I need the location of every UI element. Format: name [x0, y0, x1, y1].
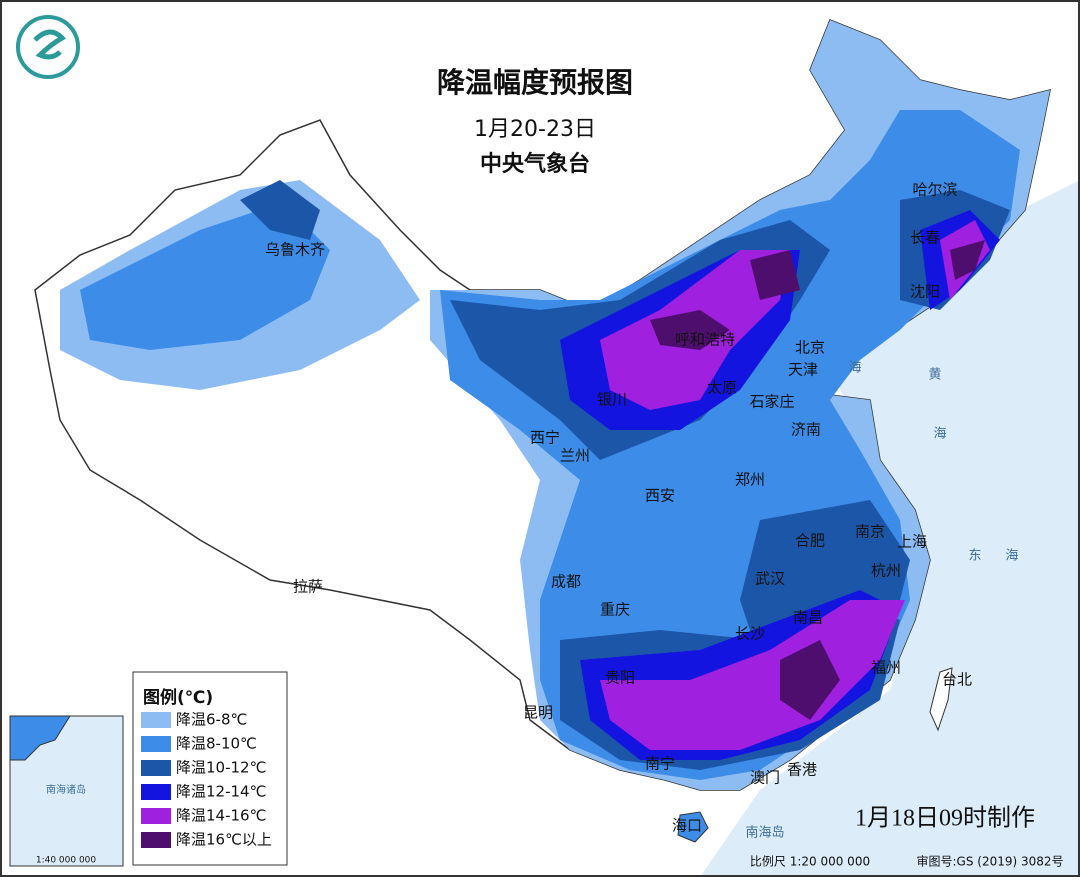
city-label: 成都 [551, 573, 581, 591]
sea-label: 海 [1005, 549, 1018, 564]
city-label: 昆明 [523, 704, 553, 722]
sea-label: 南海岛 [745, 825, 784, 841]
inset-scale: 1:40 000 000 [36, 856, 97, 866]
cooling-area [650, 310, 730, 350]
legend-label: 降温14-16℃ [176, 807, 266, 825]
cooling-area [950, 240, 985, 280]
city-label: 济南 [791, 421, 821, 439]
city-label: 乌鲁木齐 [265, 241, 325, 259]
city-label: 天津 [788, 361, 818, 379]
legend-swatch [141, 760, 171, 776]
legend-swatch [141, 736, 171, 752]
cooling-area [780, 640, 840, 720]
city-label: 南宁 [645, 755, 675, 773]
legend-label: 降温10-12℃ [176, 759, 266, 777]
city-label: 贵阳 [605, 669, 635, 687]
legend-label: 降温8-10℃ [176, 735, 257, 753]
city-label: 兰州 [560, 447, 590, 465]
scale-note: 比例尺 1:20 000 000 [750, 855, 870, 869]
sea-labels: 海 黄 海 东 海 南海岛 [745, 361, 1018, 841]
city-labels: 乌鲁木齐 哈尔滨 长春 沈阳 呼和浩特 北京 天津 太原 石家庄 银川 济南 西… [265, 181, 972, 835]
city-label: 哈尔滨 [912, 181, 957, 199]
sea-label: 海 [848, 361, 861, 376]
legend-label: 降温12-14℃ [176, 783, 266, 801]
city-label: 石家庄 [749, 393, 794, 411]
city-label: 台北 [942, 671, 972, 689]
cooling-area [750, 250, 800, 300]
legend-swatch [141, 712, 171, 728]
sea-label: 海 [933, 427, 946, 442]
city-label: 长沙 [735, 625, 765, 643]
date-range: 1月20-23日 [474, 117, 596, 142]
city-label: 西宁 [530, 429, 560, 447]
city-label: 银川 [597, 391, 627, 409]
city-label: 福州 [871, 659, 901, 677]
inset-label: 南海诸岛 [46, 783, 86, 796]
legend-swatch [141, 808, 171, 824]
cooling-area [240, 180, 320, 240]
legend: 图例(℃) 降温6-8℃ 降温8-10℃ 降温10-12℃ 降温12-14℃ 降温14-… [132, 671, 288, 866]
city-label: 南昌 [793, 609, 823, 627]
title: 降温幅度预报图 [437, 66, 633, 99]
approval-note: 审图号:GS (2019) 3082号 [916, 854, 1063, 869]
sea-label: 黄 [928, 368, 941, 383]
legend-title: 图例(℃) [143, 687, 213, 708]
city-label: 南京 [855, 523, 885, 541]
city-label: 西安 [645, 487, 675, 505]
city-label: 北京 [795, 339, 825, 357]
sea-area [700, 180, 1080, 877]
city-label: 重庆 [600, 601, 630, 619]
city-label: 澳门 [750, 769, 780, 787]
city-label: 香港 [787, 761, 817, 779]
issuer: 中央气象台 [480, 151, 590, 177]
city-label: 合肥 [795, 532, 825, 550]
city-label: 杭州 [871, 562, 901, 580]
city-label: 呼和浩特 [675, 331, 735, 349]
cooling-area [600, 600, 905, 750]
logo [16, 15, 80, 79]
city-label: 拉萨 [293, 578, 323, 596]
city-label: 沈阳 [910, 283, 940, 301]
legend-swatch [141, 784, 171, 800]
cooling-areas [60, 20, 1050, 790]
legend-label: 降温6-8℃ [176, 711, 247, 729]
city-label: 郑州 [735, 471, 765, 489]
made-time: 1月18日09时制作 [855, 805, 1035, 832]
city-label: 上海 [897, 533, 927, 551]
inset-map: 南海诸岛 1:40 000 000 [9, 715, 124, 867]
cooling-area [80, 210, 330, 350]
legend-label: 降温16℃以上 [176, 831, 272, 849]
taiwan-island [929, 667, 953, 732]
sea-label: 东 [968, 549, 981, 564]
city-label: 长春 [910, 229, 940, 247]
city-label: 武汉 [755, 570, 785, 588]
hainan-island [677, 811, 709, 843]
city-label: 海口 [672, 817, 702, 835]
city-label: 太原 [707, 379, 737, 397]
legend-swatch [141, 832, 171, 848]
